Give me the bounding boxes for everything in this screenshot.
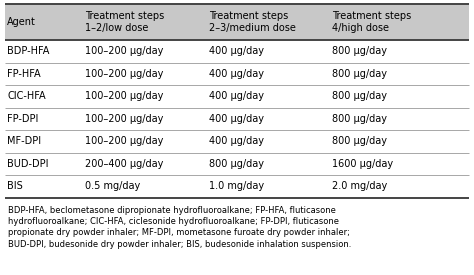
Text: 100–200 μg/day: 100–200 μg/day bbox=[85, 91, 164, 101]
Text: Agent: Agent bbox=[7, 17, 36, 27]
Bar bbox=[5, 40, 469, 197]
Text: 800 μg/day: 800 μg/day bbox=[332, 69, 387, 79]
Text: 100–200 μg/day: 100–200 μg/day bbox=[85, 136, 164, 146]
Text: 100–200 μg/day: 100–200 μg/day bbox=[85, 69, 164, 79]
Bar bbox=[5, 4, 469, 40]
Text: Treatment steps
2–3/medium dose: Treatment steps 2–3/medium dose bbox=[209, 11, 295, 33]
Text: 800 μg/day: 800 μg/day bbox=[332, 91, 387, 101]
Text: 1.0 mg/day: 1.0 mg/day bbox=[209, 181, 264, 191]
Text: FP-DPI: FP-DPI bbox=[7, 114, 38, 124]
Text: FP-HFA: FP-HFA bbox=[7, 69, 41, 79]
Text: 2.0 mg/day: 2.0 mg/day bbox=[332, 181, 387, 191]
Text: 100–200 μg/day: 100–200 μg/day bbox=[85, 114, 164, 124]
Text: 400 μg/day: 400 μg/day bbox=[209, 91, 264, 101]
Text: 400 μg/day: 400 μg/day bbox=[209, 46, 264, 56]
Text: CIC-HFA: CIC-HFA bbox=[7, 91, 46, 101]
Text: BDP-HFA: BDP-HFA bbox=[7, 46, 49, 56]
Text: 1600 μg/day: 1600 μg/day bbox=[332, 159, 393, 169]
Text: 200–400 μg/day: 200–400 μg/day bbox=[85, 159, 164, 169]
Text: 800 μg/day: 800 μg/day bbox=[332, 136, 387, 146]
Text: 400 μg/day: 400 μg/day bbox=[209, 114, 264, 124]
Text: BIS: BIS bbox=[7, 181, 23, 191]
Text: MF-DPI: MF-DPI bbox=[7, 136, 41, 146]
Text: 800 μg/day: 800 μg/day bbox=[332, 46, 387, 56]
Text: BUD-DPI: BUD-DPI bbox=[7, 159, 49, 169]
Text: 400 μg/day: 400 μg/day bbox=[209, 69, 264, 79]
Text: 800 μg/day: 800 μg/day bbox=[209, 159, 264, 169]
Text: 0.5 mg/day: 0.5 mg/day bbox=[85, 181, 141, 191]
Text: Treatment steps
1–2/low dose: Treatment steps 1–2/low dose bbox=[85, 11, 164, 33]
Text: 400 μg/day: 400 μg/day bbox=[209, 136, 264, 146]
Text: Treatment steps
4/high dose: Treatment steps 4/high dose bbox=[332, 11, 411, 33]
Text: BDP-HFA, beclometasone dipropionate hydrofluoroalkane; FP-HFA, fluticasone
hydro: BDP-HFA, beclometasone dipropionate hydr… bbox=[8, 205, 351, 249]
Text: 100–200 μg/day: 100–200 μg/day bbox=[85, 46, 164, 56]
Text: 800 μg/day: 800 μg/day bbox=[332, 114, 387, 124]
